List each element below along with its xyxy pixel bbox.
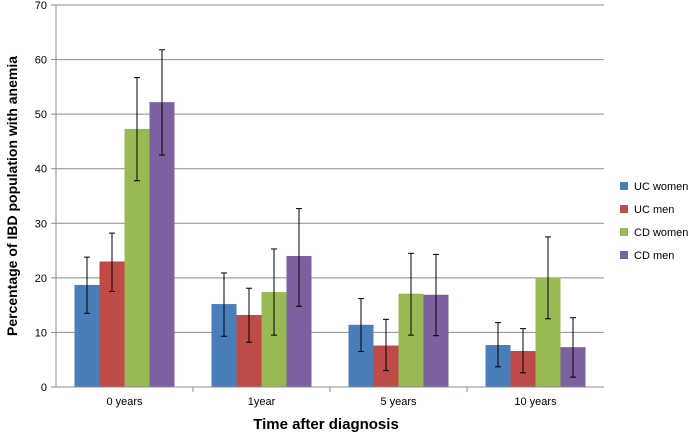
y-tick-label: 70 xyxy=(35,0,47,12)
legend-swatch xyxy=(620,205,628,213)
legend-label: UC women xyxy=(634,181,688,193)
x-tick-label: 5 years xyxy=(380,396,417,408)
y-tick-label: 40 xyxy=(35,164,47,176)
legend-swatch xyxy=(620,251,628,259)
legend-swatch xyxy=(620,228,628,236)
x-tick-label: 1year xyxy=(248,396,276,408)
legend-swatch xyxy=(620,182,628,190)
x-axis-title: Time after diagnosis xyxy=(253,416,399,433)
legend: UC women UC men CD women CD men xyxy=(620,181,688,262)
y-tick-label: 60 xyxy=(35,55,47,67)
legend-label: CD women xyxy=(634,227,688,239)
x-tick-labels: 0 years 1year 5 years 10 years xyxy=(106,387,557,408)
x-tick-label: 0 years xyxy=(106,396,143,408)
y-tick-label: 0 xyxy=(41,382,47,394)
legend-label: CD men xyxy=(634,250,674,262)
error-bars xyxy=(84,49,576,378)
y-axis-title: Percentage of IBD population with anemia xyxy=(4,56,20,336)
y-tick-labels: 0 10 20 30 40 50 60 70 xyxy=(35,0,56,394)
y-tick-label: 10 xyxy=(35,327,47,339)
x-tick-label: 10 years xyxy=(514,396,557,408)
y-tick-label: 30 xyxy=(35,218,47,230)
y-tick-label: 20 xyxy=(35,273,47,285)
y-tick-label: 50 xyxy=(35,109,47,121)
bars xyxy=(74,102,586,387)
legend-label: UC men xyxy=(634,204,674,216)
